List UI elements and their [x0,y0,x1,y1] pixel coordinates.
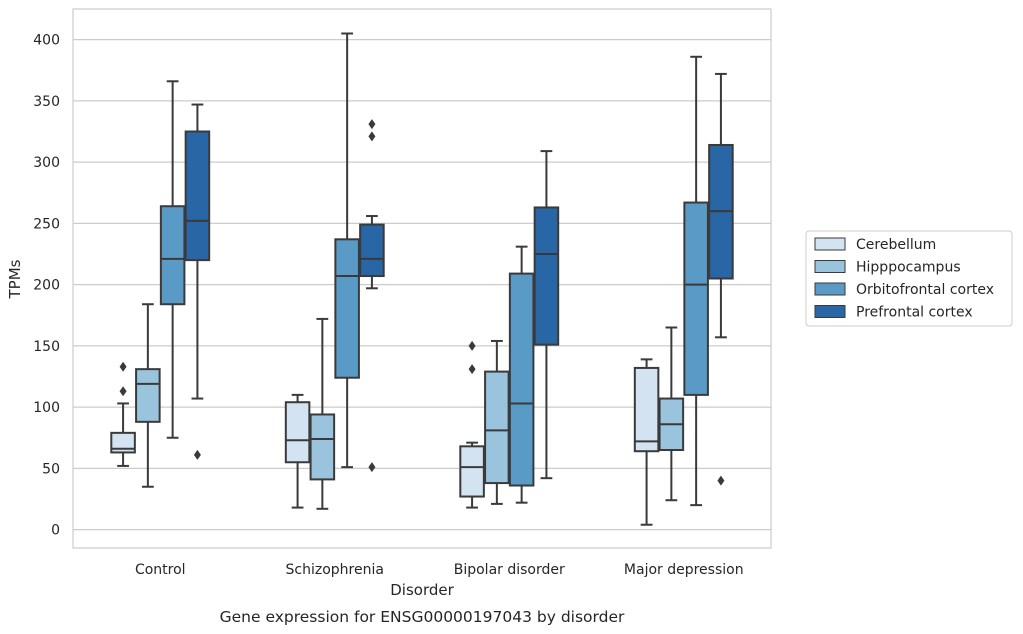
box-body [533,206,560,346]
legend: Cerebellum Hipppocampus Orbitofrontal cort… [805,230,1013,327]
box-0-2 [459,340,485,509]
box-3-2 [533,150,560,480]
grid-lines [73,39,771,531]
y-axis-title: TPMs [6,259,24,299]
x-axis-title: Disorder [390,581,454,599]
y-tick-label: 200 [33,278,60,294]
y-tick-label: 400 [33,33,60,49]
y-tick-label: 150 [33,339,60,355]
box-2-2 [508,245,535,504]
legend-swatch [814,305,846,318]
box-body [484,370,510,485]
box-0-1 [284,393,311,509]
box-body [633,366,660,453]
plot-area-background [73,9,771,548]
legend-label: Orbitofrontal cortex [856,282,994,298]
box-2-1 [334,32,360,469]
legend-label: Hipppocampus [856,260,961,276]
y-tick-labels: 0 50 100 150 200 250 300 350 400 [33,33,60,539]
box-1-0 [135,303,161,488]
box-body [135,368,161,423]
y-tick-label: 250 [33,216,60,232]
x-tick-label: Schizophrenia [286,562,384,578]
box-body [334,238,360,379]
x-tick-label: Control [135,562,186,578]
outlier-point [468,340,476,351]
boxes [110,32,734,526]
box-2-3 [683,55,709,507]
outlier-point [368,462,376,473]
chart-caption: Gene expression for ENSG00000197043 by d… [220,608,625,626]
y-tick-label: 0 [51,523,60,539]
box-1-2 [484,339,510,505]
box-body [459,445,485,498]
x-tick-label: Major depression [624,562,744,578]
box-0-0 [110,361,136,467]
box-body [110,431,136,454]
outlier-point [468,364,476,375]
outlier-point [717,475,725,486]
outlier-point [193,449,201,460]
y-tick-label: 50 [42,461,60,477]
box-body [159,205,186,306]
box-2-0 [159,80,186,439]
box-body [284,401,311,464]
legend-frame [805,230,1013,327]
outlier-point [119,361,127,372]
box-3-0 [184,103,211,460]
legend-swatch [814,260,846,273]
outlier-point [119,386,127,397]
box-3-3 [708,72,734,486]
x-tick-label: Bipolar disorder [454,562,565,578]
legend-label: Cerebellum [856,237,936,253]
box-0-3 [633,358,660,526]
legend-swatch [814,237,846,251]
box-body [359,223,385,278]
box-body [508,272,535,487]
plot-area-frame [72,8,772,549]
outlier-point [368,131,376,142]
y-tick-label: 350 [33,94,60,110]
box-1-1 [309,317,336,510]
box-1-3 [658,326,685,502]
box-body [683,201,709,396]
y-tick-label: 300 [33,155,60,171]
legend-label: Prefrontal cortex [856,305,973,321]
outlier-point [368,119,376,130]
box-body [309,413,336,481]
box-3-1 [359,119,385,473]
x-tick-labels: Control Schizophrenia Bipolar disorder Majo… [135,562,744,578]
legend-swatch [814,282,846,296]
y-tick-label: 100 [33,400,60,416]
box-body [184,130,211,262]
